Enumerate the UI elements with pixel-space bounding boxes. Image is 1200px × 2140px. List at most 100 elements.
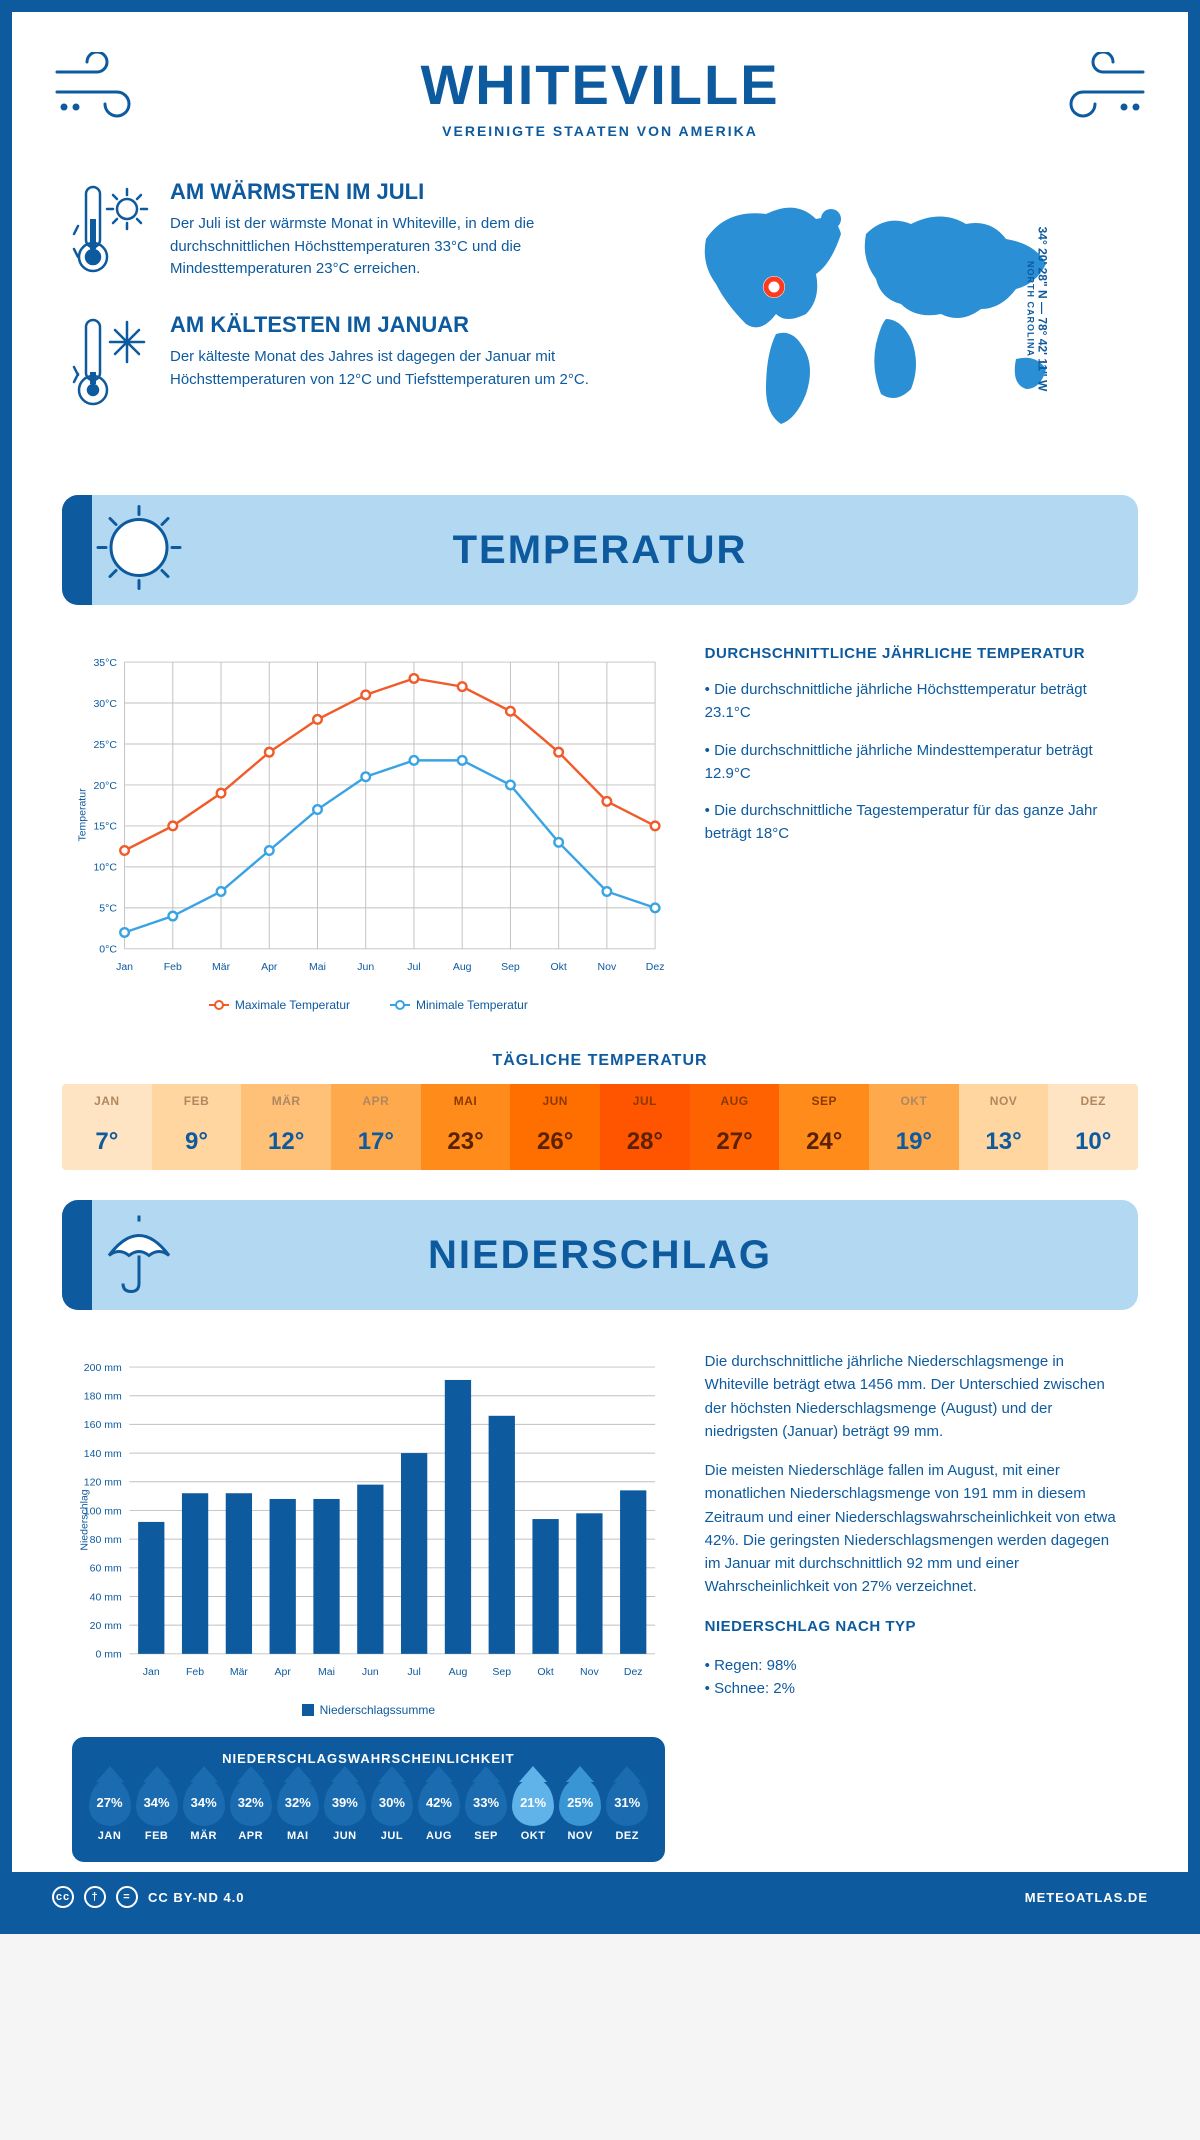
- svg-text:Nov: Nov: [580, 1666, 599, 1678]
- svg-text:35°C: 35°C: [93, 657, 117, 669]
- map-column: 34° 20' 28" N — 78° 42' 11" W NORTH CARO…: [644, 179, 1128, 445]
- precip-drop: 33%SEP: [465, 1778, 508, 1842]
- coords-region: NORTH CAROLINA: [1026, 227, 1036, 392]
- warmest-block: AM WÄRMSTEN IM JULI Der Juli ist der wär…: [72, 179, 604, 284]
- precip-legend-swatch: [302, 1704, 314, 1716]
- legend-min-label: Minimale Temperatur: [416, 998, 528, 1012]
- temp-bullet-3: • Die durchschnittliche Tagestemperatur …: [705, 799, 1128, 846]
- temp-cell: NOV13°: [959, 1084, 1049, 1170]
- temp-cell: JUN26°: [510, 1084, 600, 1170]
- footer: cc † = CC BY-ND 4.0 METEOATLAS.DE: [12, 1872, 1188, 1922]
- svg-text:15°C: 15°C: [93, 821, 117, 833]
- temp-cell: JUL28°: [600, 1084, 690, 1170]
- precip-drop: 42%AUG: [417, 1778, 460, 1842]
- svg-text:Jun: Jun: [357, 961, 374, 973]
- temperature-line-chart: 0°C5°C10°C15°C20°C25°C30°C35°CJanFebMärA…: [72, 645, 665, 1012]
- page-subtitle: VEREINIGTE STAATEN VON AMERIKA: [52, 123, 1148, 139]
- precip-drop: 34%FEB: [135, 1778, 178, 1842]
- svg-text:Mai: Mai: [318, 1666, 335, 1678]
- svg-text:40 mm: 40 mm: [90, 1591, 122, 1603]
- precip-drop: 31%DEZ: [606, 1778, 649, 1842]
- precip-paragraph-1: Die durchschnittliche jährliche Niedersc…: [705, 1350, 1128, 1443]
- intro-section: AM WÄRMSTEN IM JULI Der Juli ist der wär…: [12, 169, 1188, 475]
- temp-cell: MÄR12°: [241, 1084, 331, 1170]
- nd-icon: =: [116, 1886, 138, 1908]
- temp-cell: DEZ10°: [1048, 1084, 1138, 1170]
- wind-icon-right: [1048, 52, 1148, 135]
- daily-temp-strip: JAN7°FEB9°MÄR12°APR17°MAI23°JUN26°JUL28°…: [62, 1084, 1138, 1170]
- svg-text:25°C: 25°C: [93, 739, 117, 751]
- warmest-heading: AM WÄRMSTEN IM JULI: [170, 179, 604, 205]
- temp-cell: MAI23°: [421, 1084, 511, 1170]
- precip-legend-item: Niederschlagssumme: [302, 1703, 435, 1717]
- svg-text:Dez: Dez: [646, 961, 665, 973]
- precip-probability-box: NIEDERSCHLAGSWAHRSCHEINLICHKEIT 27%JAN34…: [72, 1737, 665, 1862]
- svg-text:0°C: 0°C: [99, 944, 117, 956]
- svg-text:Aug: Aug: [453, 961, 472, 973]
- svg-text:Mär: Mär: [230, 1666, 249, 1678]
- by-icon: †: [84, 1886, 106, 1908]
- svg-text:160 mm: 160 mm: [84, 1419, 122, 1431]
- svg-text:Sep: Sep: [492, 1666, 511, 1678]
- coords-value: 34° 20' 28" N — 78° 42' 11" W: [1036, 227, 1050, 392]
- svg-text:20°C: 20°C: [93, 780, 117, 792]
- legend-max: Maximale Temperatur: [209, 998, 350, 1012]
- svg-text:Nov: Nov: [598, 961, 617, 973]
- thermometer-hot-icon: [72, 179, 152, 284]
- temp-bullet-1: • Die durchschnittliche jährliche Höchst…: [705, 678, 1128, 725]
- svg-text:Mai: Mai: [309, 961, 326, 973]
- cc-icon: cc: [52, 1886, 74, 1908]
- precip-drop: 32%APR: [229, 1778, 272, 1842]
- umbrella-icon: [94, 1208, 184, 1303]
- svg-text:Niederschlag: Niederschlag: [78, 1489, 90, 1550]
- world-map: 34° 20' 28" N — 78° 42' 11" W NORTH CARO…: [676, 179, 1096, 439]
- precip-legend-label: Niederschlagssumme: [320, 1703, 435, 1717]
- legend-max-label: Maximale Temperatur: [235, 998, 350, 1012]
- precip-drop: 27%JAN: [88, 1778, 131, 1842]
- precip-bar-chart: 0 mm20 mm40 mm60 mm80 mm100 mm120 mm140 …: [72, 1350, 665, 1690]
- precip-prob-heading: NIEDERSCHLAGSWAHRSCHEINLICHKEIT: [88, 1751, 649, 1766]
- precip-type-1: • Regen: 98%: [705, 1654, 1128, 1677]
- svg-text:Okt: Okt: [550, 961, 566, 973]
- svg-text:20 mm: 20 mm: [90, 1620, 122, 1632]
- site-name: METEOATLAS.DE: [1025, 1890, 1148, 1905]
- temp-cell: OKT19°: [869, 1084, 959, 1170]
- svg-text:80 mm: 80 mm: [90, 1534, 122, 1546]
- svg-text:30°C: 30°C: [93, 698, 117, 710]
- svg-text:Okt: Okt: [537, 1666, 553, 1678]
- temp-cell: JAN7°: [62, 1084, 152, 1170]
- svg-text:10°C: 10°C: [93, 862, 117, 874]
- sun-icon: [94, 503, 184, 598]
- temp-cell: SEP24°: [779, 1084, 869, 1170]
- temp-summary-heading: DURCHSCHNITTLICHE JÄHRLICHE TEMPERATUR: [705, 645, 1128, 662]
- precip-drop: 21%OKT: [512, 1778, 555, 1842]
- temperature-chart-row: 0°C5°C10°C15°C20°C25°C30°C35°CJanFebMärA…: [12, 625, 1188, 1032]
- temp-cell: APR17°: [331, 1084, 421, 1170]
- page-title: WHITEVILLE: [52, 52, 1148, 117]
- precip-row: 0 mm20 mm40 mm60 mm80 mm100 mm120 mm140 …: [12, 1330, 1188, 1872]
- svg-text:180 mm: 180 mm: [84, 1391, 122, 1403]
- svg-text:Dez: Dez: [624, 1666, 643, 1678]
- svg-text:Feb: Feb: [164, 961, 182, 973]
- precip-type-2: • Schnee: 2%: [705, 1677, 1128, 1700]
- svg-text:200 mm: 200 mm: [84, 1362, 122, 1374]
- precip-drop: 39%JUN: [323, 1778, 366, 1842]
- thermometer-cold-icon: [72, 312, 152, 417]
- warmest-text: Der Juli ist der wärmste Monat in Whitev…: [170, 213, 604, 281]
- wind-icon-left: [52, 52, 152, 135]
- svg-text:Jan: Jan: [143, 1666, 160, 1678]
- precip-drop: 32%MAI: [276, 1778, 319, 1842]
- svg-text:Sep: Sep: [501, 961, 520, 973]
- coldest-heading: AM KÄLTESTEN IM JANUAR: [170, 312, 604, 338]
- daily-temp-heading: TÄGLICHE TEMPERATUR: [12, 1052, 1188, 1070]
- svg-text:Temperatur: Temperatur: [76, 788, 88, 842]
- svg-text:Feb: Feb: [186, 1666, 204, 1678]
- license-block: cc † = CC BY-ND 4.0: [52, 1886, 245, 1908]
- page: WHITEVILLE VEREINIGTE STAATEN VON AMERIK…: [0, 0, 1200, 1934]
- temperature-summary: DURCHSCHNITTLICHE JÄHRLICHE TEMPERATUR •…: [705, 645, 1128, 1012]
- precip-banner: NIEDERSCHLAG: [62, 1200, 1138, 1310]
- svg-text:140 mm: 140 mm: [84, 1448, 122, 1460]
- coldest-block: AM KÄLTESTEN IM JANUAR Der kälteste Mona…: [72, 312, 604, 417]
- temp-cell: AUG27°: [690, 1084, 780, 1170]
- svg-text:120 mm: 120 mm: [84, 1477, 122, 1489]
